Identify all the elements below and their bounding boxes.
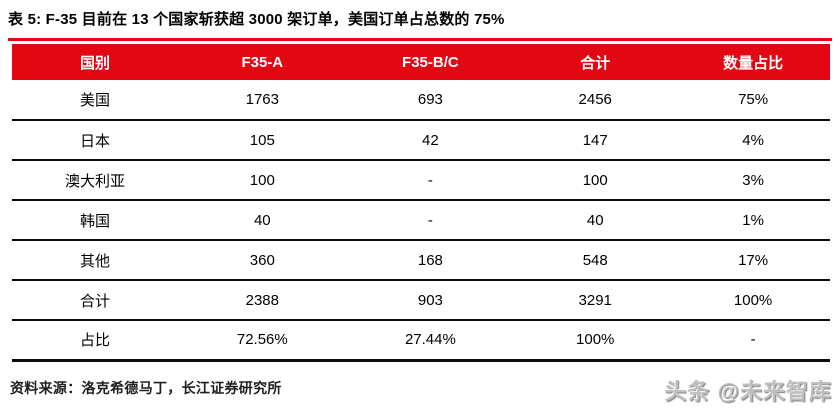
cell-f35bc: 168 — [346, 240, 515, 281]
cell-total: 3291 — [514, 280, 677, 321]
col-header-share: 数量占比 — [676, 44, 830, 80]
cell-share: 100% — [676, 280, 830, 321]
cell-country: 占比 — [12, 320, 179, 362]
cell-country: 合计 — [12, 280, 179, 321]
cell-share: 4% — [676, 120, 830, 161]
col-header-f35a: F35-A — [178, 44, 347, 80]
cell-f35a: 72.56% — [178, 320, 347, 362]
cell-f35bc: - — [346, 160, 515, 201]
cell-f35bc: 42 — [346, 120, 515, 161]
f35-orders-table: 国别 F35-A F35-B/C 合计 数量占比 美国 1763 693 245… — [12, 44, 830, 362]
cell-country: 澳大利亚 — [12, 160, 179, 201]
table-row: 韩国 40 - 40 1% — [12, 200, 830, 241]
table-row: 澳大利亚 100 - 100 3% — [12, 160, 830, 201]
cell-country: 美国 — [12, 80, 179, 121]
cell-f35a: 360 — [178, 240, 347, 281]
cell-f35a: 100 — [178, 160, 347, 201]
table-row: 其他 360 168 548 17% — [12, 240, 830, 281]
cell-share: 17% — [676, 240, 830, 281]
cell-f35a: 105 — [178, 120, 347, 161]
cell-f35a: 2388 — [178, 280, 347, 321]
cell-total: 2456 — [514, 80, 677, 121]
table-row: 美国 1763 693 2456 75% — [12, 80, 830, 121]
col-header-country: 国别 — [12, 44, 179, 80]
caption-divider-rule — [8, 38, 832, 41]
col-header-total: 合计 — [514, 44, 677, 80]
table-caption: 表 5: F-35 目前在 13 个国家斩获超 3000 架订单，美国订单占总数… — [8, 11, 505, 28]
toutiao-watermark: 头条 @未来智库 — [664, 379, 832, 404]
table-row-total: 合计 2388 903 3291 100% — [12, 280, 830, 321]
col-header-f35bc: F35-B/C — [346, 44, 515, 80]
cell-f35bc: 903 — [346, 280, 515, 321]
cell-country: 其他 — [12, 240, 179, 281]
cell-f35a: 40 — [178, 200, 347, 241]
cell-share: 1% — [676, 200, 830, 241]
cell-total: 100 — [514, 160, 677, 201]
cell-share: 75% — [676, 80, 830, 121]
cell-f35a: 1763 — [178, 80, 347, 121]
cell-f35bc: 27.44% — [346, 320, 515, 362]
cell-total: 147 — [514, 120, 677, 161]
data-source-note: 资料来源：洛克希德马丁，长江证券研究所 — [10, 380, 282, 396]
cell-f35bc: - — [346, 200, 515, 241]
table-header-row: 国别 F35-A F35-B/C 合计 数量占比 — [12, 44, 830, 80]
cell-share: 3% — [676, 160, 830, 201]
cell-country: 日本 — [12, 120, 179, 161]
cell-country: 韩国 — [12, 200, 179, 241]
cell-total: 40 — [514, 200, 677, 241]
orders-table: 国别 F35-A F35-B/C 合计 数量占比 美国 1763 693 245… — [12, 44, 830, 362]
cell-total: 100% — [514, 320, 677, 362]
table-row: 日本 105 42 147 4% — [12, 120, 830, 161]
cell-f35bc: 693 — [346, 80, 515, 121]
table-row-ratio: 占比 72.56% 27.44% 100% - — [12, 320, 830, 362]
cell-share: - — [676, 320, 830, 362]
cell-total: 548 — [514, 240, 677, 281]
